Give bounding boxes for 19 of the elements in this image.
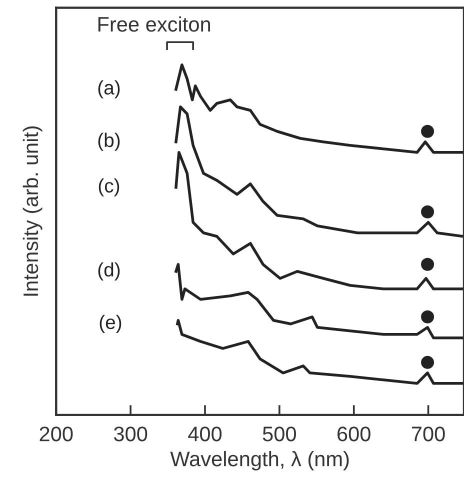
x-tick-label: 700 [412, 426, 445, 442]
point [421, 258, 434, 271]
x-tick-label: 600 [338, 426, 370, 442]
x-tick-label: 400 [188, 426, 222, 442]
point [421, 124, 434, 138]
text: (e) [100, 314, 122, 333]
point [421, 310, 434, 324]
text: (a) [98, 80, 120, 98]
x-tick-label: 200 [40, 426, 73, 442]
x-axis-title: Wavelength, λ (nm) [170, 451, 349, 470]
text: (c) [98, 178, 120, 196]
text: Free exciton [98, 16, 210, 32]
x-tick-label: 500 [262, 426, 296, 442]
point [421, 205, 434, 218]
text: (d) [98, 262, 120, 280]
y-axis-title: Intensity (arb. unit) [22, 126, 42, 296]
text: (b) [98, 132, 120, 151]
point [421, 356, 434, 369]
x-tick-label: 300 [114, 426, 148, 442]
